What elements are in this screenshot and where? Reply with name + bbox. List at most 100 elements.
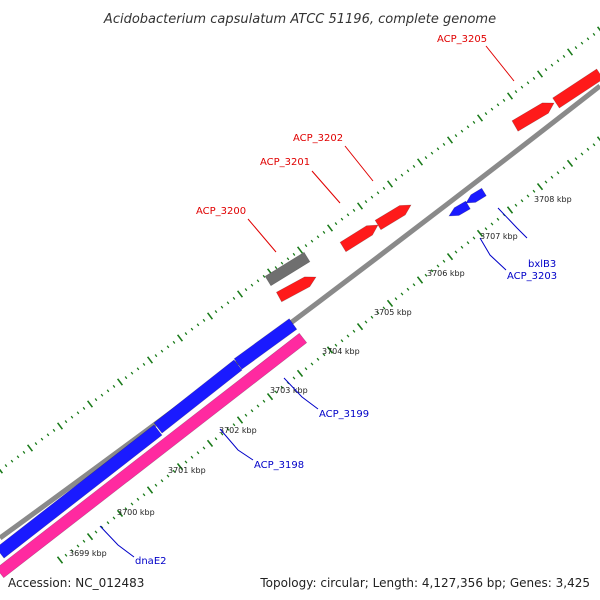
gene-bar-acp-3198[interactable] [0, 424, 163, 559]
leader-line-dnae2 [99, 525, 135, 558]
major-tick [416, 276, 424, 284]
minor-tick [52, 428, 56, 432]
gene-label-dnae2[interactable]: dnaE2 [135, 556, 167, 567]
minor-tick [382, 186, 386, 190]
gene-bar-acp-3199[interactable] [153, 359, 243, 434]
minor-tick [592, 143, 596, 147]
minor-tick [82, 539, 86, 543]
gene-bar-acp-3200-other[interactable] [264, 251, 311, 287]
major-tick [266, 393, 274, 401]
minor-tick [280, 261, 284, 265]
minor-tick [340, 217, 344, 221]
minor-tick [292, 376, 296, 380]
minor-tick [304, 367, 308, 371]
minor-tick [280, 385, 284, 389]
minor-tick [226, 427, 230, 431]
major-tick [206, 439, 214, 447]
major-tick [386, 299, 394, 307]
minor-tick [142, 362, 146, 366]
minor-tick [586, 147, 590, 151]
minor-tick [232, 296, 236, 300]
gene-bar-acp-3201[interactable] [339, 224, 379, 253]
minor-tick [286, 257, 290, 261]
minor-tick [526, 81, 530, 85]
minor-tick [496, 103, 500, 107]
minor-tick [4, 464, 8, 468]
minor-tick [262, 274, 266, 278]
minor-tick [442, 259, 446, 263]
minor-tick [490, 222, 494, 226]
minor-tick [424, 273, 428, 277]
minor-tick [166, 345, 170, 349]
major-tick [26, 444, 34, 452]
scale-tick-label: 3702 kbp [219, 426, 257, 435]
minor-tick [520, 85, 524, 89]
minor-tick [454, 250, 458, 254]
minor-tick [376, 191, 380, 195]
minor-tick [466, 125, 470, 129]
major-tick [386, 180, 394, 188]
gene-label-acp-3200[interactable]: ACP_3200 [196, 206, 246, 217]
gene-bar-acp-3204[interactable] [511, 102, 555, 132]
gene-label-leaders [99, 45, 528, 558]
minor-tick [196, 323, 200, 327]
gene-bar-bxlb3[interactable] [465, 187, 487, 204]
scale-tick-label: 3703 kbp [270, 386, 308, 395]
minor-tick [430, 151, 434, 155]
gene-label-acp-3198[interactable]: ACP_3198 [254, 460, 304, 471]
minor-tick [580, 41, 584, 45]
minor-tick [166, 474, 170, 478]
gene-label-bxlb3[interactable]: bxlB3 [528, 259, 556, 270]
minor-tick [244, 288, 248, 292]
scale-tick-label: 3707 kbp [480, 232, 518, 241]
genome-backbone [0, 84, 600, 541]
minor-tick [136, 367, 140, 371]
minor-tick-rows [0, 26, 600, 564]
leader-line-acp-3201 [311, 170, 341, 204]
minor-tick [184, 460, 188, 464]
scale-tick-labels: 3699 kbp 3700 kbp 3701 kbp 3702 kbp 3703… [69, 195, 572, 558]
major-tick [116, 378, 124, 386]
minor-tick [472, 236, 476, 240]
accession-text: Accession: NC_012483 [8, 576, 144, 590]
leader-line-bxlb3 [497, 207, 528, 239]
minor-tick [460, 245, 464, 249]
minor-tick [226, 301, 230, 305]
major-tick [176, 463, 184, 471]
minor-tick [112, 384, 116, 388]
minor-tick [316, 235, 320, 239]
genome-title: Acidobacterium capsulatum ATCC 51196, co… [103, 12, 496, 27]
gene-label-acp-3203[interactable]: ACP_3203 [507, 271, 557, 282]
gene-label-acp-3199[interactable]: ACP_3199 [319, 409, 369, 420]
gene-bar-dnae2[interactable] [0, 332, 308, 579]
minor-tick [310, 239, 314, 243]
gene-label-acp-3201[interactable]: ACP_3201 [260, 157, 310, 168]
minor-tick [214, 437, 218, 441]
gene-bar-acp-3205[interactable] [552, 68, 600, 109]
gene-bar-acp-3202[interactable] [374, 204, 412, 231]
gene-label-acp-3202[interactable]: ACP_3202 [293, 133, 343, 144]
minor-tick [532, 189, 536, 193]
minor-tick [580, 152, 584, 156]
gene-bar-acp-3200[interactable] [275, 276, 317, 303]
leader-line-acp-3205 [485, 45, 515, 82]
minor-tick [394, 297, 398, 301]
major-tick [596, 136, 600, 142]
gene-bar-acp-3203[interactable] [448, 200, 471, 217]
minor-tick [256, 404, 260, 408]
minor-tick [412, 283, 416, 287]
gene-bar-acp-3199-b[interactable] [233, 318, 298, 370]
minor-tick [10, 459, 14, 463]
major-tick [296, 369, 304, 377]
minor-tick [172, 469, 176, 473]
gene-label-acp-3205[interactable]: ACP_3205 [437, 34, 487, 45]
minor-tick [472, 120, 476, 124]
major-tick [0, 468, 4, 474]
minor-tick [160, 479, 164, 483]
major-tick [56, 422, 64, 430]
minor-tick [550, 63, 554, 67]
minor-tick [532, 76, 536, 80]
minor-tick [526, 194, 530, 198]
minor-tick [100, 393, 104, 397]
leader-line-acp-3200 [247, 218, 277, 253]
